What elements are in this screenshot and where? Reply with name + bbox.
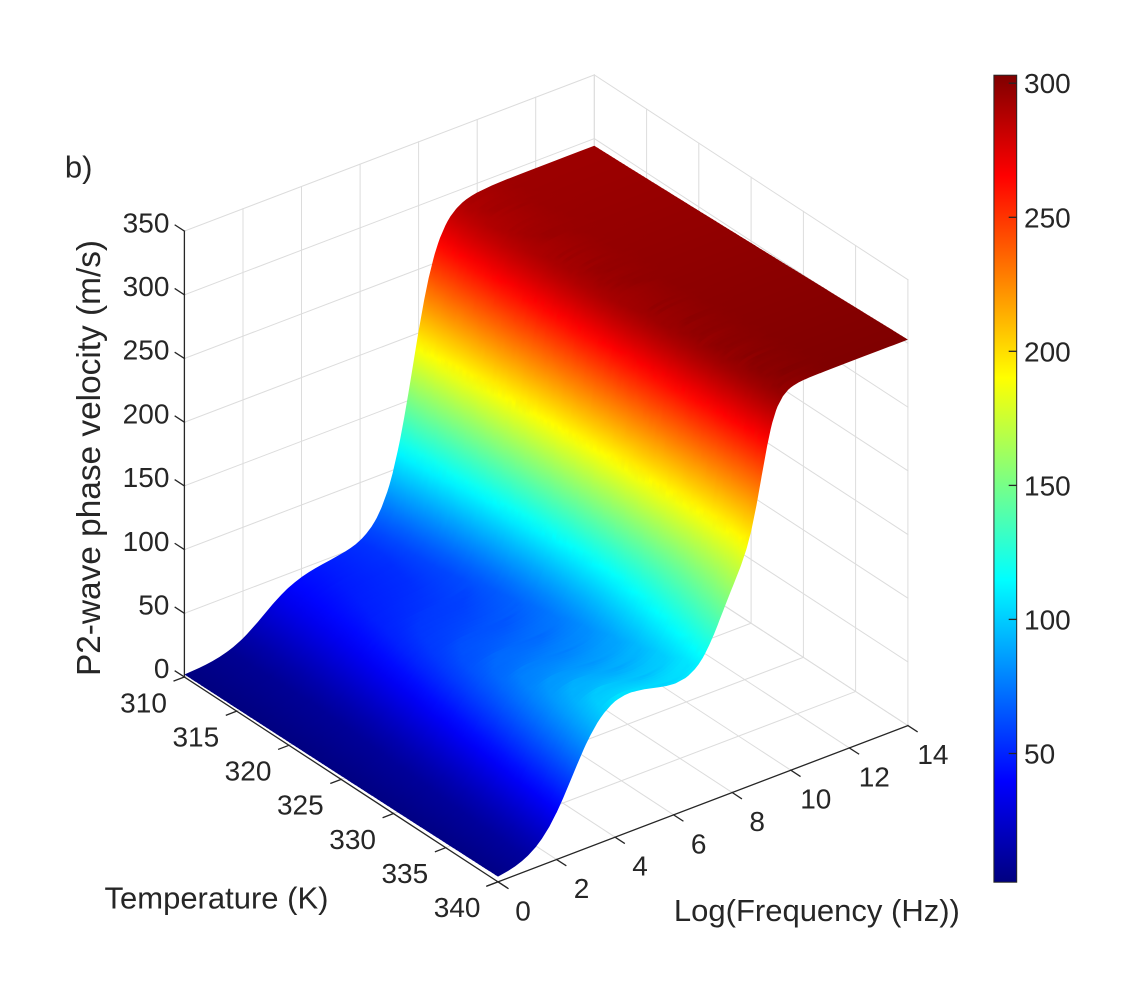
svg-text:b): b) [65,150,93,185]
svg-text:150: 150 [1024,470,1071,501]
svg-text:Log(Frequency (Hz)): Log(Frequency (Hz)) [674,893,960,928]
svg-text:250: 250 [123,335,170,366]
svg-text:14: 14 [917,739,948,770]
svg-text:200: 200 [123,398,170,429]
svg-text:4: 4 [632,851,648,882]
svg-text:340: 340 [434,892,481,923]
svg-text:200: 200 [1024,336,1071,367]
svg-text:0: 0 [154,653,170,684]
svg-text:150: 150 [123,462,170,493]
svg-text:315: 315 [172,721,219,752]
svg-text:P2-wave phase velocity (m/s): P2-wave phase velocity (m/s) [71,240,108,676]
svg-text:250: 250 [1024,202,1071,233]
svg-text:50: 50 [1024,739,1055,770]
svg-text:310: 310 [120,687,167,718]
svg-text:0: 0 [515,895,531,926]
svg-text:12: 12 [859,761,890,792]
svg-text:Temperature (K): Temperature (K) [105,880,329,915]
svg-text:6: 6 [691,828,707,859]
svg-text:100: 100 [123,526,170,557]
svg-text:350: 350 [123,207,170,238]
svg-text:8: 8 [749,806,765,837]
svg-text:300: 300 [123,271,170,302]
svg-text:100: 100 [1024,604,1071,635]
svg-text:10: 10 [800,784,831,815]
svg-text:300: 300 [1024,68,1071,99]
svg-text:330: 330 [329,824,376,855]
svg-text:325: 325 [277,790,324,821]
svg-text:2: 2 [574,873,590,904]
svg-text:320: 320 [225,756,272,787]
svg-text:335: 335 [381,858,428,889]
svg-text:50: 50 [138,590,169,621]
